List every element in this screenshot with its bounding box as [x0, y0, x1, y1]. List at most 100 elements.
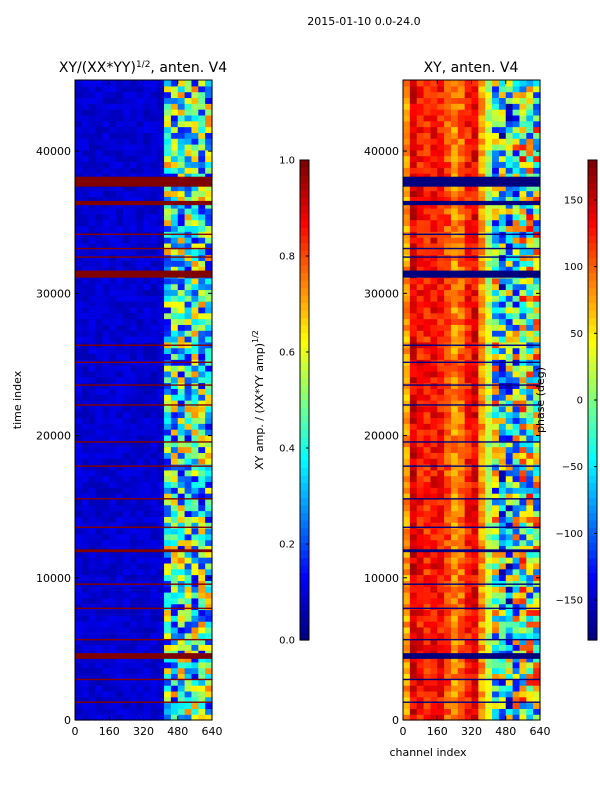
heatmap-cell	[81, 365, 90, 372]
heatmap-cell	[157, 690, 165, 698]
heatmap-cell	[170, 562, 179, 570]
heatmap-cell	[81, 615, 90, 622]
heatmap-cell	[150, 574, 158, 581]
heatmap-cell	[423, 213, 431, 221]
heatmap-cell	[81, 667, 90, 675]
heatmap-cell	[129, 353, 138, 360]
heatmap-cell	[205, 318, 213, 325]
heatmap-cell	[191, 498, 199, 506]
heatmap-cell	[478, 97, 486, 104]
heatmap-cell	[157, 702, 165, 709]
heatmap-cell	[512, 330, 521, 337]
heatmap-cell	[478, 80, 486, 87]
heatmap-cell	[184, 91, 193, 99]
heatmap-cell	[191, 144, 199, 151]
heatmap-cell	[164, 219, 172, 227]
heatmap-cell	[170, 621, 179, 628]
heatmap-cell	[177, 330, 186, 337]
heatmap-cell	[198, 295, 206, 302]
heatmap-cell	[478, 510, 486, 517]
heatmap-cell	[505, 568, 514, 576]
heatmap-cell	[471, 301, 479, 308]
heatmap-cell	[191, 173, 199, 180]
heatmap-cell	[492, 167, 500, 174]
heatmap-cell	[485, 213, 493, 221]
heatmap-cell	[526, 522, 534, 529]
heatmap-cell	[526, 493, 534, 500]
heatmap-cell	[129, 126, 138, 133]
heatmap-cell	[403, 621, 411, 628]
heatmap-cell	[464, 708, 473, 715]
heatmap-cell	[88, 434, 97, 442]
heatmap-cell	[191, 708, 199, 715]
heatmap-cell	[430, 557, 438, 564]
heatmap-cell	[533, 97, 541, 104]
heatmap-cell	[116, 411, 124, 419]
heatmap-cell	[464, 417, 473, 424]
heatmap-cell	[75, 283, 83, 291]
heatmap-cell	[184, 114, 193, 122]
heatmap-cell	[471, 155, 479, 163]
heatmap-cell	[95, 132, 103, 139]
heatmap-cell	[457, 202, 466, 209]
heatmap-cell	[457, 289, 466, 296]
heatmap-cell	[409, 109, 418, 116]
heatmap-cell	[533, 114, 541, 122]
heatmap-cell	[164, 609, 172, 616]
heatmap-cell	[81, 208, 90, 215]
heatmap-cell	[409, 225, 418, 232]
heatmap-cell	[471, 347, 479, 355]
heatmap-cell	[191, 283, 199, 291]
heatmap-cell	[437, 475, 445, 483]
heatmap-cell	[150, 632, 158, 640]
heatmap-cell	[95, 603, 103, 611]
heatmap-cell	[157, 510, 165, 517]
heatmap-cell	[409, 638, 418, 645]
heatmap-cell	[205, 679, 213, 686]
heatmap-cell	[437, 400, 445, 407]
heatmap-cell	[129, 144, 138, 151]
heatmap-cell	[526, 528, 534, 535]
heatmap-cell	[492, 568, 500, 576]
heatmap-cell	[109, 504, 117, 512]
heatmap-cell	[457, 184, 466, 192]
heatmap-cell	[88, 661, 97, 669]
heatmap-cell	[95, 400, 103, 407]
heatmap-cell	[81, 155, 90, 163]
heatmap-cell	[184, 446, 193, 453]
heatmap-cell	[184, 533, 193, 541]
heatmap-cell	[409, 545, 418, 552]
heatmap-cell	[512, 242, 521, 250]
heatmap-cell	[492, 283, 500, 291]
heatmap-cell	[478, 464, 486, 471]
heatmap-cell	[464, 714, 473, 721]
heatmap-cell	[519, 161, 527, 168]
heatmap-cell	[478, 539, 486, 547]
heatmap-cell	[205, 132, 213, 139]
heatmap-cell	[129, 370, 138, 378]
heatmap-cell	[177, 673, 186, 680]
heatmap-cell	[177, 347, 186, 355]
heatmap-cell	[198, 109, 206, 116]
heatmap-cell	[526, 661, 534, 669]
heatmap-cell	[492, 702, 500, 709]
heatmap-cell	[143, 621, 151, 628]
heatmap-cell	[102, 376, 110, 384]
heatmap-cell	[164, 91, 172, 99]
heatmap-cell	[122, 708, 131, 715]
heatmap-cell	[75, 452, 83, 459]
heatmap-cell	[95, 615, 103, 622]
heatmap-cell	[88, 237, 97, 244]
heatmap-cell	[403, 498, 411, 506]
heatmap-cell	[88, 405, 97, 413]
heatmap-cell	[492, 469, 500, 477]
heatmap-cell	[109, 481, 117, 488]
heatmap-cell	[450, 196, 459, 203]
heatmap-cell	[498, 510, 507, 517]
heatmap-cell	[464, 522, 473, 529]
heatmap-cell	[136, 545, 145, 552]
heatmap-cell	[205, 336, 213, 343]
heatmap-cell	[457, 283, 466, 291]
heatmap-cell	[409, 574, 418, 581]
heatmap-cell	[471, 667, 479, 675]
